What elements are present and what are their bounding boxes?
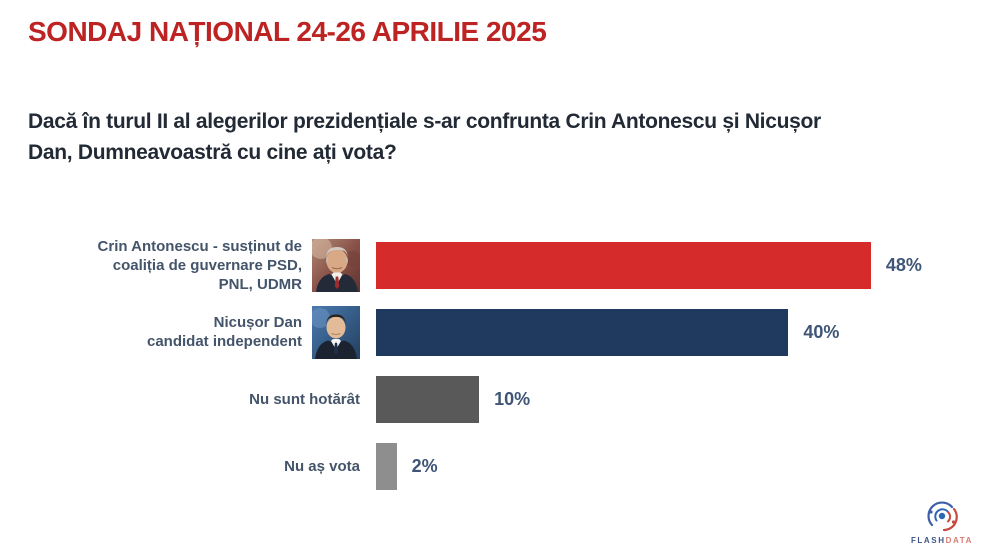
row-nu-sunt-hotarat: Nu sunt hotărât 10% <box>30 375 991 423</box>
category-label-nu-as-vota: Nu aș vota <box>30 457 360 476</box>
bar-track: 10% <box>376 375 991 423</box>
value-label-nu-sunt-hotarat: 10% <box>494 388 531 409</box>
bar-track: 2% <box>376 442 991 490</box>
category-label-line: Nicușor Dan <box>213 314 302 331</box>
logo-flash-text: FLASH <box>910 536 946 545</box>
poll-question-line-1: Dacă în turul II al alegerilor prezidenț… <box>28 110 821 133</box>
category-label-nicusor-dan: Nicușor Dan candidat independent <box>30 313 302 351</box>
bar-track: 40% <box>376 308 991 356</box>
category-label-crin-antonescu: Crin Antonescu - susținut de coaliția de… <box>30 237 302 294</box>
bar-nicusor-dan <box>376 308 789 356</box>
row-crin-antonescu: Crin Antonescu - susținut de coaliția de… <box>30 238 991 293</box>
category-label-line: PNL, UDMR <box>218 275 302 293</box>
row-nu-as-vota: Nu aș vota 2% <box>30 442 991 490</box>
bar-crin-antonescu <box>376 241 871 289</box>
logo-data-text: DATA <box>945 536 974 545</box>
flashdata-wordmark: FLASHDATA <box>903 536 981 545</box>
page-title: SONDAJ NAȚIONAL 24-26 APRILIE 2025 <box>28 16 547 47</box>
nicusor-dan-photo <box>312 305 360 359</box>
category-label-line: Crin Antonescu - susținut de <box>97 237 302 255</box>
bar-track: 48% <box>376 241 991 289</box>
poll-question: Dacă în turul II al alegerilor prezidenț… <box>28 106 968 168</box>
flashdata-spiral-icon <box>927 501 958 532</box>
category-label-line: coaliția de guvernare PSD, <box>112 256 302 274</box>
bar-nu-as-vota <box>376 442 397 490</box>
category-label-line: Nu aș vota <box>284 457 360 475</box>
value-label-nu-as-vota: 2% <box>411 455 438 476</box>
flashdata-logo: FLASHDATA <box>903 499 981 545</box>
value-label-nicusor-dan: 40% <box>803 321 840 342</box>
crin-antonescu-photo <box>312 238 360 292</box>
category-label-nu-sunt-hotarat: Nu sunt hotărât <box>30 390 360 409</box>
bar-nu-sunt-hotarat <box>376 375 480 423</box>
category-label-line: candidat independent <box>146 333 302 350</box>
bar-chart: Crin Antonescu - susținut de coaliția de… <box>30 238 991 509</box>
poll-question-line-2: Dan, Dumneavoastră cu cine ați vota? <box>28 141 397 164</box>
category-label-line: Nu sunt hotărât <box>249 390 360 408</box>
row-nicusor-dan: Nicușor Dan candidat independent <box>30 305 991 359</box>
value-label-crin-antonescu: 48% <box>885 254 922 275</box>
